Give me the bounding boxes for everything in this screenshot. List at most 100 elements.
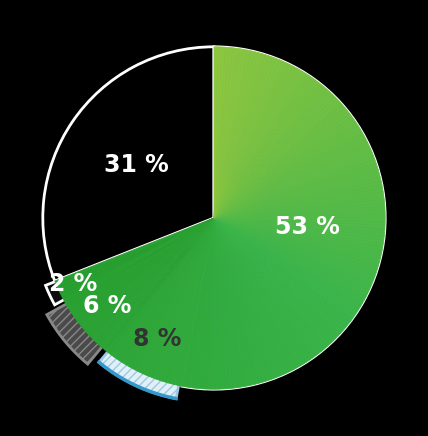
Wedge shape <box>58 218 214 291</box>
Wedge shape <box>214 218 378 269</box>
Wedge shape <box>200 218 214 389</box>
Wedge shape <box>214 218 276 378</box>
Wedge shape <box>214 218 383 247</box>
Wedge shape <box>99 218 214 347</box>
Wedge shape <box>214 136 366 218</box>
Wedge shape <box>214 218 244 387</box>
Wedge shape <box>64 218 214 304</box>
Wedge shape <box>214 174 380 218</box>
Wedge shape <box>214 218 333 344</box>
Wedge shape <box>214 53 262 218</box>
Wedge shape <box>214 177 381 218</box>
Wedge shape <box>214 218 343 333</box>
Wedge shape <box>214 52 258 218</box>
Wedge shape <box>214 72 306 218</box>
Wedge shape <box>214 47 221 218</box>
Wedge shape <box>214 218 218 389</box>
Wedge shape <box>214 48 232 218</box>
Text: 53 %: 53 % <box>275 215 340 239</box>
Wedge shape <box>214 82 321 218</box>
Wedge shape <box>214 218 341 336</box>
Wedge shape <box>214 80 318 218</box>
Wedge shape <box>99 230 208 399</box>
Wedge shape <box>214 218 377 272</box>
Wedge shape <box>68 218 214 311</box>
Wedge shape <box>156 218 214 380</box>
Wedge shape <box>163 218 214 382</box>
Wedge shape <box>214 218 357 316</box>
Wedge shape <box>214 218 303 366</box>
Wedge shape <box>214 218 237 388</box>
Wedge shape <box>214 132 364 218</box>
Wedge shape <box>91 218 214 340</box>
Wedge shape <box>214 218 256 385</box>
Wedge shape <box>214 218 230 389</box>
Wedge shape <box>77 218 214 323</box>
Wedge shape <box>214 218 309 362</box>
Wedge shape <box>123 218 214 365</box>
Wedge shape <box>47 232 197 364</box>
Wedge shape <box>214 74 309 218</box>
Wedge shape <box>214 218 374 283</box>
Wedge shape <box>214 66 296 218</box>
Wedge shape <box>214 68 300 218</box>
Wedge shape <box>182 47 385 389</box>
Wedge shape <box>214 60 283 218</box>
Wedge shape <box>196 218 214 388</box>
Wedge shape <box>214 149 372 218</box>
Wedge shape <box>214 85 324 218</box>
Wedge shape <box>214 218 382 255</box>
Wedge shape <box>214 145 371 218</box>
Wedge shape <box>214 218 321 354</box>
Wedge shape <box>214 63 290 218</box>
Wedge shape <box>214 218 380 262</box>
Wedge shape <box>214 218 284 376</box>
Wedge shape <box>214 49 244 218</box>
Wedge shape <box>132 218 214 370</box>
Wedge shape <box>204 218 214 389</box>
Text: 8 %: 8 % <box>133 327 181 351</box>
Wedge shape <box>214 218 384 240</box>
Wedge shape <box>116 218 214 361</box>
Wedge shape <box>214 218 350 325</box>
Wedge shape <box>214 218 381 258</box>
Wedge shape <box>214 214 385 218</box>
Wedge shape <box>214 139 367 218</box>
Wedge shape <box>214 218 385 229</box>
Wedge shape <box>214 218 280 377</box>
Wedge shape <box>214 57 276 218</box>
Wedge shape <box>214 126 360 218</box>
Wedge shape <box>214 218 380 266</box>
Text: 2 %: 2 % <box>49 272 97 296</box>
Wedge shape <box>59 218 214 295</box>
Wedge shape <box>83 218 214 332</box>
Wedge shape <box>214 218 364 303</box>
Wedge shape <box>72 218 214 317</box>
Wedge shape <box>214 188 383 218</box>
Wedge shape <box>214 129 362 218</box>
Wedge shape <box>81 218 214 329</box>
Wedge shape <box>214 47 225 218</box>
Wedge shape <box>113 218 214 359</box>
Wedge shape <box>214 218 241 388</box>
Wedge shape <box>214 218 385 221</box>
Wedge shape <box>214 218 385 232</box>
Wedge shape <box>214 48 240 218</box>
Wedge shape <box>214 218 383 251</box>
Wedge shape <box>214 78 315 218</box>
Wedge shape <box>214 48 236 218</box>
Wedge shape <box>181 218 214 387</box>
Wedge shape <box>214 166 378 218</box>
Wedge shape <box>214 89 330 218</box>
Wedge shape <box>214 203 385 218</box>
Wedge shape <box>214 218 319 356</box>
Wedge shape <box>214 218 316 358</box>
Wedge shape <box>214 108 348 218</box>
Wedge shape <box>214 54 269 218</box>
Wedge shape <box>214 218 222 389</box>
Wedge shape <box>214 218 262 383</box>
Wedge shape <box>214 218 294 371</box>
Wedge shape <box>214 199 384 218</box>
Wedge shape <box>214 218 330 346</box>
Wedge shape <box>214 218 369 293</box>
